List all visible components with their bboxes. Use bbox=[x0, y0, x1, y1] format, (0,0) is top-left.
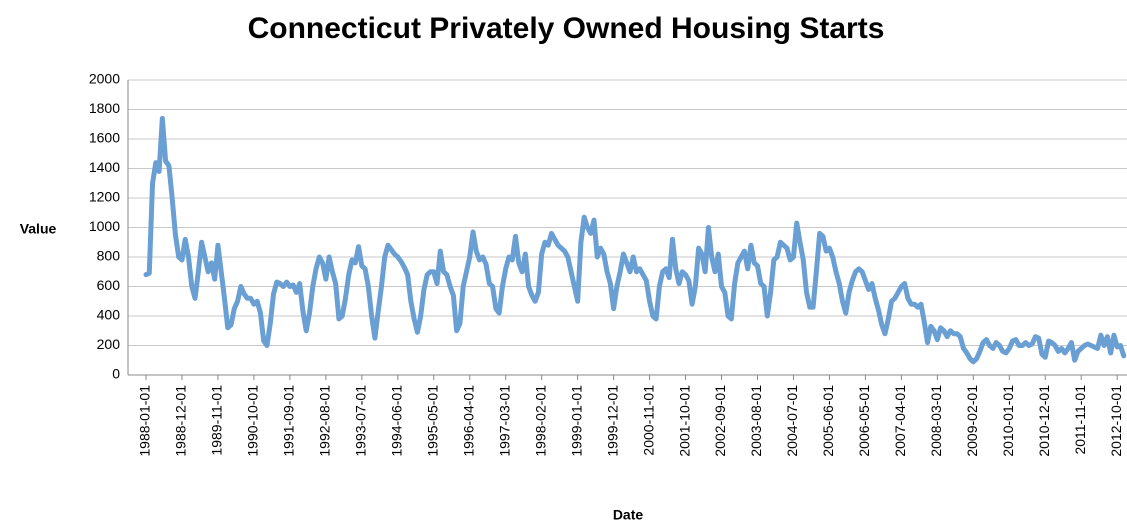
x-tick-label: 2006-05-01 bbox=[856, 385, 872, 457]
x-tick-label: 2000-11-01 bbox=[640, 385, 656, 456]
x-tick-label: 1988-01-01 bbox=[137, 385, 153, 457]
data-line bbox=[143, 115, 1127, 365]
x-tick-label: 2001-10-01 bbox=[676, 385, 692, 457]
x-tick-label: 1988-12-01 bbox=[173, 385, 189, 457]
y-tick-label: 1000 bbox=[89, 218, 120, 234]
y-tick-label: 400 bbox=[97, 307, 121, 323]
y-tick-label: 1600 bbox=[89, 130, 120, 146]
y-tick-label: 800 bbox=[97, 248, 121, 264]
x-tick-label: 2003-08-01 bbox=[748, 385, 764, 457]
x-tick-label: 1999-01-01 bbox=[568, 385, 584, 457]
x-tick-label: 2011-11-01 bbox=[1072, 385, 1088, 455]
x-tick-label: 1998-02-01 bbox=[532, 385, 548, 457]
x-tick-label: 2008-03-01 bbox=[928, 385, 944, 457]
x-tick-label: 2005-06-01 bbox=[820, 385, 836, 457]
x-tick-label: 1996-04-01 bbox=[460, 385, 476, 457]
x-tick-label: 1991-09-01 bbox=[281, 385, 297, 457]
x-tick-label: 2007-04-01 bbox=[892, 385, 908, 457]
x-tick-label: 1999-12-01 bbox=[604, 385, 620, 457]
x-tick-label: 2002-09-01 bbox=[712, 385, 728, 457]
x-tick-label: 2012-10-01 bbox=[1108, 385, 1124, 457]
y-tick-label: 1200 bbox=[89, 189, 120, 205]
y-tick-label: 1800 bbox=[89, 100, 120, 116]
y-tick-label: 1400 bbox=[89, 159, 120, 175]
x-tick-label: 2010-01-01 bbox=[1000, 385, 1016, 457]
x-axis-title: Date bbox=[613, 507, 644, 523]
y-tick-label: 0 bbox=[112, 366, 120, 382]
x-tick-label: 1992-08-01 bbox=[317, 385, 333, 457]
y-tick-label: 2000 bbox=[89, 71, 120, 87]
x-tick-label: 1995-05-01 bbox=[424, 385, 440, 457]
chart-title: Connecticut Privately Owned Housing Star… bbox=[248, 12, 885, 45]
y-axis-title: Value bbox=[20, 221, 57, 237]
y-tick-label: 600 bbox=[97, 277, 121, 293]
x-tick-label: 1994-06-01 bbox=[388, 385, 404, 457]
x-tick-label: 2004-07-01 bbox=[784, 385, 800, 457]
x-tick-label: 2009-02-01 bbox=[964, 385, 980, 457]
x-tick-label: 1989-11-01 bbox=[209, 385, 225, 456]
x-tick-label: 1990-10-01 bbox=[245, 385, 261, 457]
x-tick-label: 1993-07-01 bbox=[353, 385, 369, 457]
x-tick-label: 1997-03-01 bbox=[496, 385, 512, 457]
x-tick-label: 2010-12-01 bbox=[1036, 385, 1052, 457]
y-tick-label: 200 bbox=[97, 336, 121, 352]
